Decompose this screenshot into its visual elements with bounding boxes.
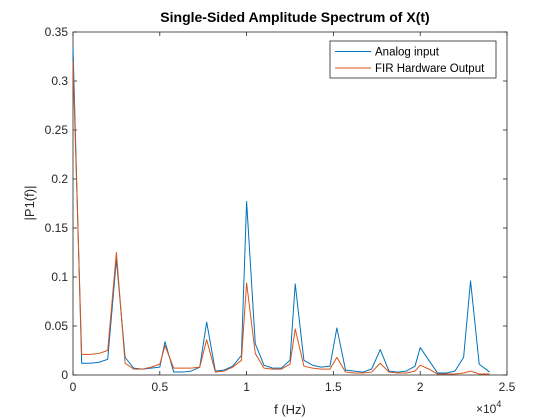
y-tick-label: 0.05 [45,319,69,333]
y-tick-label: 0.35 [45,25,69,39]
x-tick-label: 1 [243,380,250,394]
y-tick-label: 0.3 [51,74,68,88]
y-axis-label: |P1(f)| [22,186,37,221]
y-tick-label: 0.25 [45,123,69,137]
plot-area [72,31,508,376]
y-axis: 0 0.05 0.1 0.15 0.2 0.25 0.3 0.35 [45,25,507,382]
y-tick-label: 0.1 [51,270,68,284]
x-tick-label: 0 [70,380,77,394]
series-line-fir-hardware-output [72,61,490,375]
series-layer [72,46,490,375]
x-tick-label: 2.5 [499,380,516,394]
legend-box [329,40,497,79]
x-axis-exponent-power: 4 [496,399,501,409]
x-axis: 0 0.5 1 1.5 2 2.5 [70,32,516,394]
x-axis-label: f (Hz) [274,402,306,417]
x-axis-exponent-base: ×10 [476,402,497,416]
x-axis-exponent: ×104 [476,399,501,416]
x-tick-label: 1.5 [325,380,342,394]
chart-title: Single-Sided Amplitude Spectrum of X(t) [160,9,429,25]
legend-label-analog-input: Analog input [375,47,440,59]
y-tick-label: 0 [61,368,68,382]
x-tick-label: 2 [417,380,424,394]
x-tick-label: 0.5 [151,380,168,394]
y-tick-label: 0.2 [51,172,68,186]
y-tick-label: 0.15 [45,221,69,235]
legend-label-fir-hardware-output: FIR Hardware Output [375,63,485,75]
legend: Analog input FIR Hardware Output [329,40,497,79]
